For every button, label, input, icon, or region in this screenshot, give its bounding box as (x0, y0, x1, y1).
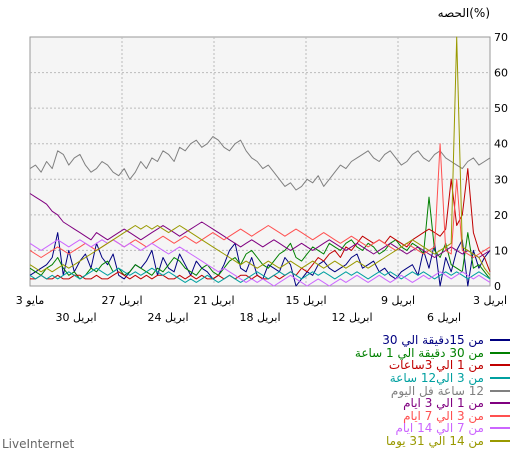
legend-label: 12 ساعة فل اليوم (390, 383, 484, 398)
legend-item: من 15دقيقة الي 30 (180, 334, 510, 347)
x-tick-label-top: 3 مايو (16, 294, 45, 307)
legend-swatch (490, 377, 510, 380)
legend-swatch (490, 440, 510, 443)
legend-label: من 3 الي12 ساعة (389, 371, 484, 386)
x-tick-label-bottom: 24 ابريل (147, 311, 188, 324)
legend-label: من 15دقيقة الي 30 (382, 333, 484, 348)
brand-label: LiveInternet (2, 437, 75, 451)
y-tick-label: 40 (494, 138, 508, 151)
y-tick-label: 50 (494, 102, 508, 115)
legend-swatch (490, 402, 510, 405)
series-line-5 (29, 193, 491, 258)
series-line-3 (29, 267, 491, 283)
legend-item: من 1 الي 3 ايام (180, 397, 510, 410)
grid (30, 37, 490, 286)
series-line-4 (29, 136, 491, 191)
y-tick-label: 10 (494, 244, 508, 257)
legend-label: من 14 الي 31 يوما (385, 434, 484, 449)
legend-label: من 3 الي 7 ايام (403, 408, 484, 423)
y-tick-label: 30 (494, 173, 508, 186)
legend-item: من 30 دقيقة الي 1 ساعة (180, 347, 510, 360)
series-line-8 (29, 36, 491, 276)
series-layer (29, 36, 491, 287)
y-tick-label: 70 (494, 31, 508, 44)
legend-label: من 1 الي 3ساعات (388, 358, 484, 373)
legend-label: من 7 الي 14 ايام (395, 421, 484, 436)
y-tick-label: 60 (494, 67, 508, 80)
series-line-1 (29, 196, 491, 280)
legend-item: 12 ساعة فل اليوم (180, 384, 510, 397)
legend-item: من 3 الي12 ساعة (180, 372, 510, 385)
legend: من 15دقيقة الي 30 من 30 دقيقة الي 1 ساعة م… (180, 334, 510, 447)
legend-item: من 14 الي 31 يوما (180, 435, 510, 448)
legend-swatch (490, 339, 510, 342)
y-axis-label: الحصه(%) (438, 6, 490, 20)
legend-swatch (490, 414, 510, 417)
x-tick-label-bottom: 30 ابريل (55, 311, 96, 324)
plot-background (29, 36, 491, 287)
series-line-2 (30, 168, 491, 280)
x-tick-label-bottom: 6 ابريل (427, 311, 461, 324)
legend-swatch (490, 364, 510, 367)
legend-item: من 1 الي 3ساعات (180, 359, 510, 372)
x-tick-label-top: 15 ابريل (285, 294, 326, 307)
axes: 0 10 20 30 40 50 60 70 3 مايو 27 ابريل 21 ابريل 15 … (16, 31, 508, 324)
legend-label: من 30 دقيقة الي 1 ساعة (354, 345, 484, 360)
x-tick-label-top: 27 ابريل (101, 294, 142, 307)
chart: 0 10 20 30 40 50 60 70 3 مايو 27 ابريل 21 ابريل 15 … (16, 6, 508, 324)
x-tick-label-bottom: 12 ابريل (331, 311, 372, 324)
series-line-7 (29, 239, 491, 287)
x-tick-label-top: 3 ابريل (473, 294, 507, 307)
y-tick-label: 20 (494, 209, 508, 222)
x-tick-label-bottom: 18 ابريل (239, 311, 280, 324)
legend-item: من 7 الي 14 ايام (180, 422, 510, 435)
legend-swatch (490, 427, 510, 430)
legend-swatch (490, 351, 510, 354)
legend-label: من 1 الي 3 ايام (403, 396, 484, 411)
y-tick-label: 0 (494, 280, 501, 293)
x-tick-label-top: 21 ابريل (193, 294, 234, 307)
legend-swatch (490, 389, 510, 392)
x-tick-label-top: 9 ابريل (381, 294, 415, 307)
legend-item: من 3 الي 7 ايام (180, 410, 510, 423)
